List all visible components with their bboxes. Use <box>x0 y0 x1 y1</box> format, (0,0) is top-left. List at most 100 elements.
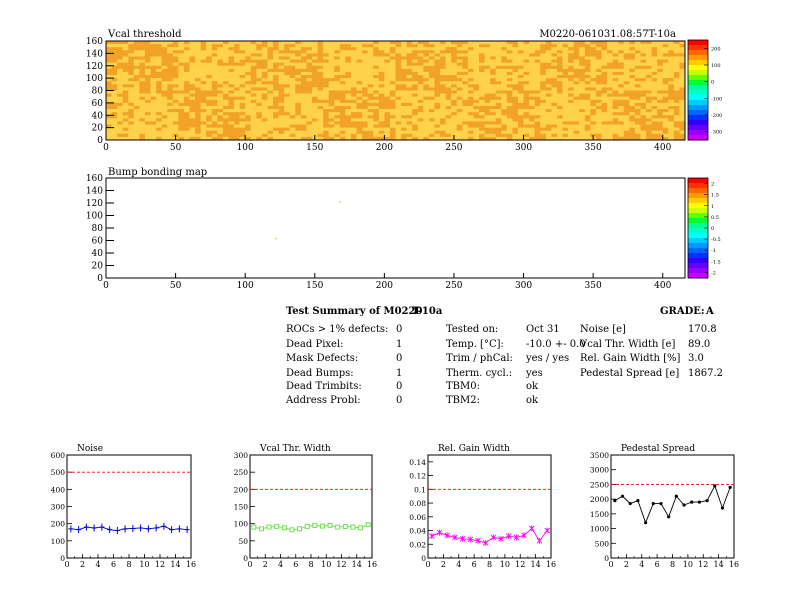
heat-cell <box>183 87 190 91</box>
heat-cell <box>534 56 541 60</box>
heat-cell <box>295 44 302 48</box>
heat-cell <box>484 93 491 97</box>
heat-cell <box>551 44 558 48</box>
heat-cell <box>573 75 580 79</box>
heat-cell <box>150 53 157 57</box>
heat-cell <box>273 65 279 70</box>
heat-cell <box>634 84 641 88</box>
summary-value: 1867.2 <box>688 368 723 379</box>
heat-cell <box>206 44 213 48</box>
heat-cell <box>573 115 580 119</box>
heat-cell <box>484 65 491 70</box>
y-tick-label: 1500 <box>590 510 609 519</box>
heat-cell <box>506 127 513 132</box>
heat-cell <box>612 93 619 97</box>
heat-cell <box>161 99 168 104</box>
heat-cell <box>378 118 385 122</box>
heat-cell <box>350 127 357 132</box>
heat-cell <box>440 118 446 122</box>
heat-cell <box>261 50 268 54</box>
palette-band <box>688 130 708 136</box>
heat-cell <box>189 90 196 94</box>
heat-cell <box>211 136 218 141</box>
heat-cell <box>111 78 118 82</box>
heat-cell <box>395 81 402 85</box>
heat-cell <box>245 84 252 88</box>
heat-cell <box>306 56 313 60</box>
heat-cell <box>417 53 424 57</box>
palette-label: -1.5 <box>711 259 721 265</box>
y-tick-label: 0.1 <box>414 485 426 494</box>
heat-cell <box>295 118 302 122</box>
heat-cell <box>144 127 151 132</box>
heat-cell <box>373 109 380 113</box>
x-tick-label: 6 <box>472 560 477 569</box>
heat-cell <box>517 130 524 135</box>
heat-cell <box>356 124 363 128</box>
heat-cell <box>339 56 346 60</box>
heat-cell <box>306 87 313 91</box>
heat-cell <box>250 44 257 48</box>
heat-cell <box>345 41 352 45</box>
heat-cell <box>250 130 257 135</box>
heat-cell <box>562 90 569 94</box>
heat-cell <box>334 50 341 54</box>
y-tick-label: 100 <box>234 520 249 529</box>
heat-cell <box>401 115 407 119</box>
heat-cell <box>389 84 396 88</box>
heat-cell <box>412 127 419 132</box>
heat-cell <box>579 112 586 116</box>
heat-cell <box>295 133 302 138</box>
heat-cell <box>551 59 558 63</box>
heat-cell <box>200 112 207 116</box>
palette-band <box>688 213 708 219</box>
heat-cell <box>423 136 430 141</box>
heat-cell <box>479 50 485 54</box>
heat-cell <box>222 121 229 125</box>
data-point <box>444 532 451 539</box>
palette-band <box>688 268 708 274</box>
heat-cell <box>412 47 419 51</box>
heat-cell <box>551 47 558 51</box>
heat-cell <box>234 71 240 76</box>
heat-cell <box>573 65 580 70</box>
heat-cell <box>634 78 641 82</box>
heat-cell <box>595 44 602 48</box>
heat-cell <box>417 118 424 122</box>
heat-cell <box>217 53 224 57</box>
heat-cell <box>122 102 129 107</box>
heat-cell <box>245 59 252 63</box>
heat-cell <box>517 93 524 97</box>
heat-cell <box>495 121 502 125</box>
heat-cell <box>668 53 675 57</box>
heat-cell <box>378 96 385 101</box>
heat-cell <box>590 68 597 73</box>
heat-cell <box>256 130 263 135</box>
heat-cell <box>256 47 263 51</box>
heat-cell <box>428 102 435 107</box>
heat-cell <box>640 71 647 76</box>
heat-cell <box>612 109 619 113</box>
heat-cell <box>295 47 302 51</box>
heat-cell <box>195 136 201 141</box>
heat-cell <box>178 90 185 94</box>
heat-cell <box>323 118 329 122</box>
heat-cell <box>428 56 435 60</box>
heat-cell <box>139 136 146 141</box>
heat-cell <box>183 68 190 73</box>
heat-cell <box>250 75 257 79</box>
heat-cell <box>451 118 458 122</box>
heat-cell <box>234 127 240 132</box>
heat-cell <box>189 115 196 119</box>
heat-cell <box>451 68 458 73</box>
heat-cell <box>662 130 669 135</box>
heat-cell <box>350 53 357 57</box>
heat-cell <box>389 75 396 79</box>
heat-cell <box>673 62 680 67</box>
heat-cell <box>668 41 675 45</box>
heat-cell <box>584 118 591 122</box>
heat-cell <box>646 133 652 138</box>
heat-cell <box>590 124 597 128</box>
heat-cell <box>607 59 613 63</box>
heat-cell <box>206 96 213 101</box>
